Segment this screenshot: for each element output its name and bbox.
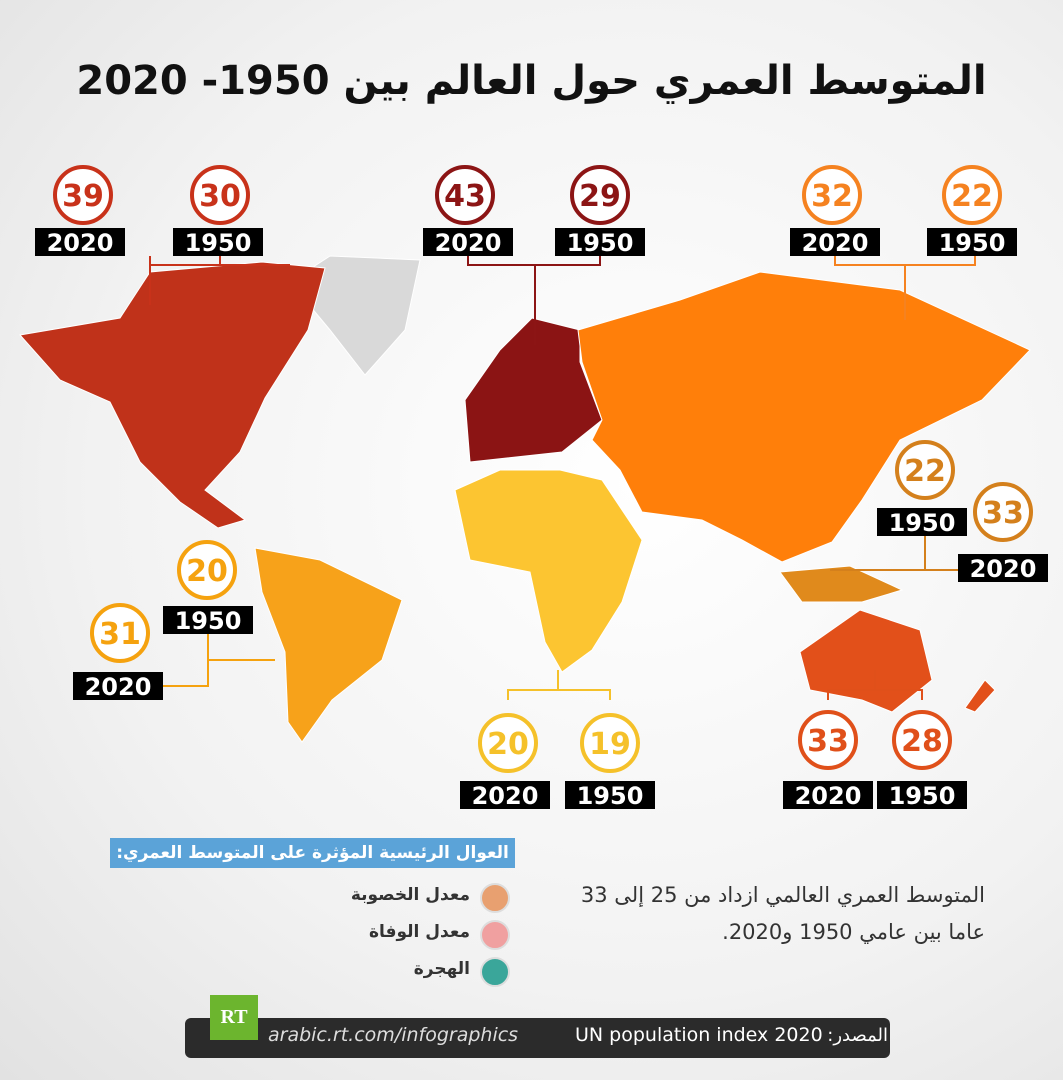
summary-line: المتوسط العمري العالمي ازداد من 25 إلى 3… (580, 883, 985, 907)
median-age: 33 (807, 724, 849, 759)
summary-line: عاما بين عامي 1950 و2020. (722, 920, 985, 944)
value-circle (895, 440, 955, 500)
year-box (423, 228, 513, 256)
year-box (73, 672, 163, 700)
north-america (19, 261, 326, 529)
connector (834, 256, 976, 320)
median-age: 33 (982, 496, 1024, 531)
source: UN population index 2020 (575, 1024, 823, 1046)
south-america (254, 547, 403, 743)
median-age: 32 (811, 179, 853, 214)
connector (162, 634, 275, 687)
median-age: 30 (199, 179, 241, 214)
europe (464, 317, 603, 463)
new-zealand (964, 679, 996, 713)
value-circle (435, 165, 495, 225)
median-age: 20 (186, 554, 228, 589)
value-circle (942, 165, 1002, 225)
southeast-asia (779, 565, 904, 603)
connector (467, 256, 601, 345)
median-age: 31 (99, 617, 141, 652)
year-label: 2020 (802, 229, 869, 257)
connector (149, 256, 290, 305)
connector (827, 670, 923, 700)
greenland (289, 255, 421, 376)
year-label: 1950 (939, 229, 1006, 257)
year-label: 1950 (889, 782, 956, 810)
continents (19, 255, 1031, 743)
year-box (35, 228, 125, 256)
asia (577, 271, 1031, 563)
logo: RT (210, 995, 258, 1040)
year-box (565, 781, 655, 809)
connectors (149, 256, 976, 700)
value-circle (570, 165, 630, 225)
value-circle (973, 482, 1033, 542)
year-label: 2020 (795, 782, 862, 810)
year-label: 2020 (970, 555, 1037, 583)
year-label: 1950 (175, 607, 242, 635)
median-age: 22 (904, 454, 946, 489)
value-circle (892, 710, 952, 770)
value-circle (478, 713, 538, 773)
year-label: 2020 (472, 782, 539, 810)
factor-icon (480, 920, 510, 950)
year-label: 2020 (47, 229, 114, 257)
year-label: 2020 (435, 229, 502, 257)
year-box (460, 781, 550, 809)
year-box (173, 228, 263, 256)
year-box (163, 606, 253, 634)
year-box (958, 554, 1048, 582)
year-box (790, 228, 880, 256)
year-box (877, 781, 967, 809)
year-label: 2020 (85, 673, 152, 701)
year-label: 1950 (185, 229, 252, 257)
value-circle (177, 540, 237, 600)
australia (799, 609, 933, 713)
factors-heading: العوال الرئيسية المؤثرة على المتوسط العم… (110, 838, 515, 868)
value-circle (90, 603, 150, 663)
factor: الهجرة (413, 959, 470, 979)
africa (454, 469, 643, 673)
value-circle (802, 165, 862, 225)
year-box (927, 228, 1017, 256)
median-age: 39 (62, 179, 104, 214)
source-label: المصدر: (827, 1025, 888, 1046)
year-box (783, 781, 873, 809)
median-age: 43 (444, 179, 486, 214)
title: المتوسط العمري حول العالم بين 1950- 2020 (76, 58, 987, 104)
footer-bar (185, 1018, 890, 1058)
url: arabic.rt.com/infographics (268, 1024, 519, 1046)
value-circle (580, 713, 640, 773)
connector (830, 536, 965, 571)
median-age: 20 (487, 727, 529, 762)
year-label: 1950 (577, 782, 644, 810)
value-circle (53, 165, 113, 225)
factor: معدل الوفاة (368, 922, 470, 942)
median-age: 22 (951, 179, 993, 214)
median-age: 28 (901, 724, 943, 759)
factor-icon (480, 883, 510, 913)
year-label: 1950 (567, 229, 634, 257)
median-age: 19 (589, 727, 631, 762)
year-label: 1950 (889, 509, 956, 537)
year-box (877, 508, 967, 536)
factor: معدل الخصوبة (350, 885, 470, 905)
value-circle (798, 710, 858, 770)
factor-icon (480, 957, 510, 987)
year-box (555, 228, 645, 256)
median-age: 29 (579, 179, 621, 214)
value-circle (190, 165, 250, 225)
connector (507, 670, 611, 700)
